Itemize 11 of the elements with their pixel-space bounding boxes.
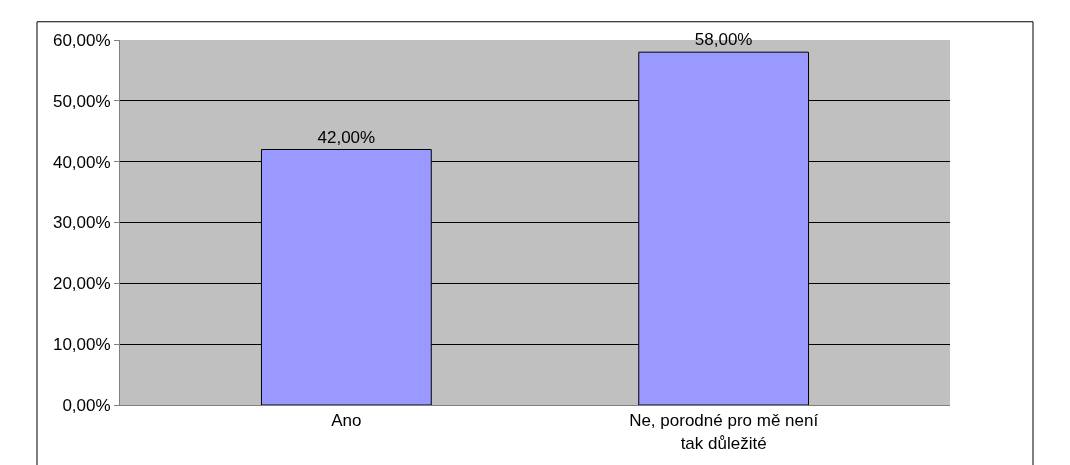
- y-tick-label: 40,00%: [52, 152, 111, 172]
- y-tick-label: 60,00%: [52, 30, 111, 50]
- x-tick-label: Ano: [331, 411, 362, 431]
- x-tick-label: Ne, porodné pro mě není tak důležité: [629, 411, 819, 453]
- y-tick-label: 50,00%: [52, 91, 111, 111]
- y-tick-label: 20,00%: [52, 274, 111, 294]
- data-label: 42,00%: [317, 127, 376, 147]
- y-tick-label: 30,00%: [52, 213, 111, 233]
- y-tick-label: 0,00%: [62, 395, 111, 415]
- y-tick-label: 10,00%: [52, 335, 111, 355]
- data-label: 58,00%: [694, 30, 753, 50]
